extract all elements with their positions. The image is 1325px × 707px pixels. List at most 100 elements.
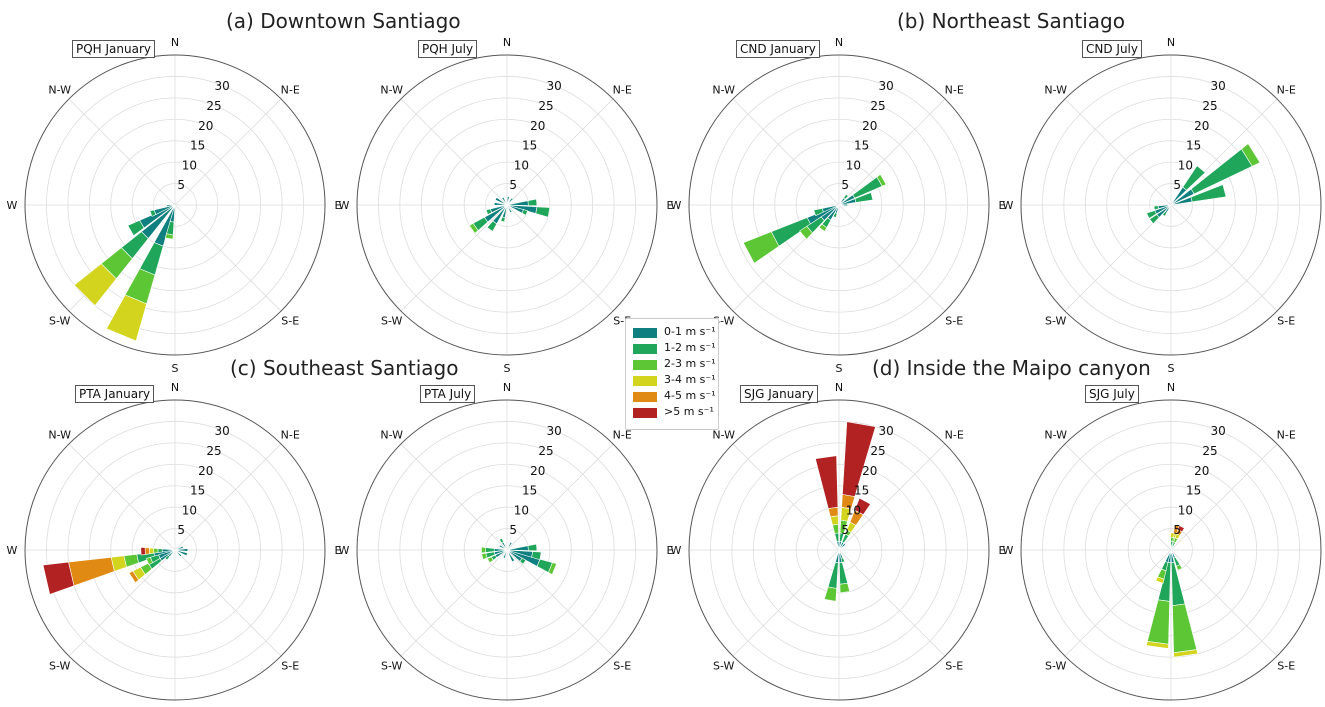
- compass-direction-label: S-W: [49, 659, 71, 672]
- compass-direction-label: N-E: [613, 84, 632, 97]
- compass-direction-label: S-E: [1277, 659, 1295, 672]
- grid-spoke: [732, 549, 840, 657]
- radial-tick-label: 25: [1202, 99, 1217, 113]
- radial-tick-label: 15: [522, 484, 537, 498]
- wind-sector-bar: [1182, 165, 1206, 191]
- wind-sector-bar: [174, 548, 189, 552]
- radial-tick-label: 10: [1178, 503, 1193, 517]
- radial-tick-label: 5: [177, 178, 185, 192]
- compass-direction-label: N-E: [1277, 84, 1296, 97]
- compass-direction-label: E: [335, 199, 342, 212]
- grid-spoke: [838, 204, 946, 312]
- compass-direction-label: N-E: [945, 429, 964, 442]
- compass-direction-label: N: [835, 36, 843, 49]
- wind-sector-bar: [832, 212, 838, 218]
- wind-sector-bar: [842, 421, 876, 497]
- wind-sector-bar: [1190, 184, 1227, 203]
- grid-spoke: [174, 98, 282, 206]
- wind-sector-bar: [799, 225, 813, 240]
- grid-spoke: [68, 98, 176, 206]
- wind-sector-bar: [506, 196, 510, 206]
- wind-sector-bar: [42, 561, 75, 595]
- compass-direction-label: N: [171, 381, 179, 394]
- wind-sector-bar: [140, 546, 146, 556]
- radial-tick-label: 5: [509, 178, 517, 192]
- legend-swatch: [633, 344, 657, 354]
- legend-label: 2-3 m s⁻¹: [664, 357, 716, 370]
- panel-label-sjg-july: SJG July: [1085, 385, 1139, 403]
- panel-label-pqh-july: PQH July: [418, 40, 478, 58]
- outer-ring: [688, 54, 990, 356]
- radial-tick-label: 25: [206, 99, 221, 113]
- radial-tick-label: 30: [215, 424, 230, 438]
- wind-sector-bar: [824, 586, 837, 602]
- compass-direction-label: E: [667, 544, 674, 557]
- compass-direction-label: S-W: [49, 314, 71, 327]
- grid-spoke: [732, 443, 840, 551]
- grid-spoke: [838, 443, 946, 551]
- legend-label: 0-1 m s⁻¹: [664, 325, 716, 338]
- compass-direction-label: S-E: [281, 659, 299, 672]
- wind-sector-bar: [1147, 599, 1170, 645]
- wind-sector-bar: [527, 543, 538, 552]
- grid-spoke: [400, 549, 508, 657]
- group-title-downtown: (a) Downtown Santiago: [226, 9, 461, 33]
- compass-direction-label: N-W: [1044, 84, 1067, 97]
- wind-sector-bar: [485, 547, 495, 553]
- radial-tick-label: 30: [1211, 79, 1226, 93]
- wind-sector-bar: [839, 582, 851, 594]
- wind-sector-bar: [1241, 143, 1261, 167]
- radial-tick-label: 20: [198, 464, 213, 478]
- radial-tick-label: 10: [1178, 158, 1193, 172]
- wind-sector-bar: [157, 548, 163, 553]
- outer-ring: [24, 399, 326, 701]
- wind-sector-bar: [166, 204, 176, 208]
- wind-sector-bar: [535, 206, 551, 218]
- wind-sector-bar: [174, 549, 188, 557]
- compass-direction-label: N-E: [613, 429, 632, 442]
- compass-direction-label: E: [667, 199, 674, 212]
- grid-spoke: [174, 549, 282, 657]
- outer-ring: [356, 54, 658, 356]
- wind-sector-bar: [1155, 576, 1165, 584]
- panel-label-cnd-july: CND July: [1082, 40, 1142, 58]
- radial-tick-label: 30: [547, 424, 562, 438]
- grid-spoke: [1064, 549, 1172, 657]
- wind-sector-bar: [164, 233, 174, 240]
- wind-sector-bar: [1170, 532, 1175, 538]
- legend-swatch: [633, 360, 657, 370]
- panel-label-pqh-january: PQH January: [72, 40, 156, 58]
- compass-direction-label: N: [171, 36, 179, 49]
- legend-label: 4-5 m s⁻¹: [664, 389, 716, 402]
- wind-sector-bar: [1146, 210, 1157, 219]
- compass-direction-label: S: [1168, 362, 1175, 375]
- wind-sector-bar: [519, 557, 527, 565]
- group-title-southeast: (c) Southeast Santiago: [230, 356, 459, 380]
- radial-tick-label: 10: [846, 503, 861, 517]
- radial-tick-label: 15: [1186, 484, 1201, 498]
- wind-sector-bar: [498, 544, 508, 551]
- compass-direction-label: S: [504, 362, 511, 375]
- compass-direction-label: N-E: [945, 84, 964, 97]
- radial-tick-label: 30: [879, 79, 894, 93]
- outer-ring: [1020, 54, 1322, 356]
- compass-direction-label: N: [835, 381, 843, 394]
- wind-sector-bar: [174, 545, 184, 551]
- radial-tick-label: 25: [870, 444, 885, 458]
- compass-direction-label: N-W: [712, 429, 735, 442]
- wind-sector-bar: [1176, 564, 1183, 571]
- compass-direction-label: N-E: [1277, 429, 1296, 442]
- compass-direction-label: N-W: [48, 429, 71, 442]
- wind-sector-bar: [500, 216, 506, 223]
- wind-sector-bar: [838, 542, 847, 551]
- outer-ring: [1020, 399, 1322, 701]
- radial-tick-label: 25: [538, 444, 553, 458]
- compass-direction-label: S-W: [1045, 314, 1067, 327]
- radial-tick-label: 5: [841, 178, 849, 192]
- wind-sector-bar: [548, 562, 557, 575]
- speed-legend: 0-1 m s⁻¹ 1-2 m s⁻¹ 2-3 m s⁻¹ 3-4 m s⁻¹ …: [625, 318, 719, 430]
- compass-direction-label: W: [671, 199, 682, 212]
- radial-tick-label: 5: [177, 523, 185, 537]
